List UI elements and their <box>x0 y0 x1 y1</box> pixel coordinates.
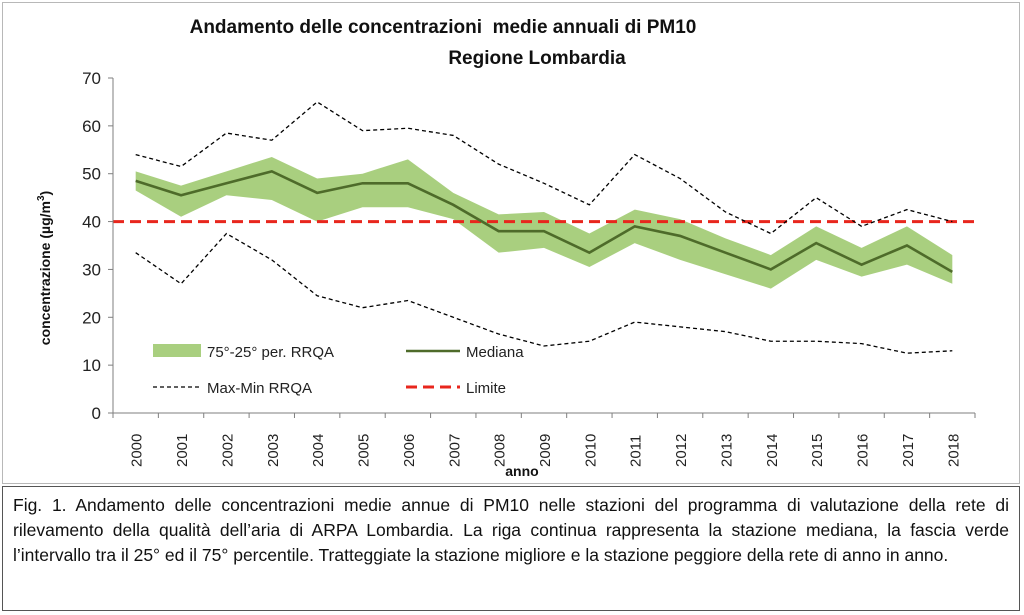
x-tick-label: 2002 <box>219 434 236 467</box>
y-axis-label-sup: 3 <box>36 195 47 201</box>
y-axis-label: concentrazione (µg/m3) <box>36 191 53 345</box>
x-axis-label: anno <box>505 463 538 479</box>
median-series-line <box>135 169 953 273</box>
y-axis-label-text: concentrazione (µg/m <box>37 201 53 345</box>
x-tick-label: 2013 <box>718 434 735 467</box>
pm10-chart: Andamento delle concentrazioni medie ann… <box>36 17 976 479</box>
y-tick-label: 70 <box>82 69 101 88</box>
x-tick-label: 2003 <box>265 434 282 467</box>
y-tick-label: 30 <box>82 260 101 279</box>
x-tick-label: 2005 <box>356 434 373 467</box>
min-series-line <box>135 232 953 354</box>
y-tick-label: 20 <box>82 308 101 327</box>
legend-label-median: Mediana <box>466 344 524 361</box>
max-series-line <box>135 101 953 235</box>
y-tick-label: 10 <box>82 356 101 375</box>
x-tick-label: 2018 <box>945 434 962 467</box>
legend-swatch-band <box>153 344 201 357</box>
chart-frame: Andamento delle concentrazioni medie ann… <box>2 2 1020 484</box>
y-tick-label: 50 <box>82 165 101 184</box>
legend-label-band: 75°-25° per. RRQA <box>207 344 334 361</box>
x-tick-label: 2011 <box>628 435 645 467</box>
x-tick-label: 2001 <box>174 434 191 467</box>
x-tick-label: 2010 <box>582 434 599 467</box>
x-tick-label: 2004 <box>310 434 327 467</box>
x-tick-label: 2017 <box>900 434 917 467</box>
x-tick-label: 2009 <box>537 434 554 467</box>
x-tick-label: 2015 <box>809 434 826 467</box>
x-tick-label: 2014 <box>764 434 781 467</box>
legend-label-limit: Limite <box>466 380 506 397</box>
y-tick-label: 60 <box>82 117 101 136</box>
figure-caption: Fig. 1. Andamento delle concentrazioni m… <box>2 486 1020 611</box>
plot-area: 0 10 20 30 40 50 60 70 2000 2001 2002 2003 2004 2005 2… <box>82 69 976 467</box>
x-tick-label: 2008 <box>492 434 509 467</box>
y-axis-label-close: ) <box>37 191 53 196</box>
x-tick-label: 2006 <box>401 434 418 467</box>
chart-title: Andamento delle concentrazioni medie ann… <box>190 17 697 38</box>
y-tick-label: 40 <box>82 213 101 232</box>
x-tick-label: 2000 <box>129 434 146 467</box>
legend-label-maxmin: Max-Min RRQA <box>207 380 312 397</box>
x-tick-label: 2012 <box>673 434 690 467</box>
chart-subtitle: Regione Lombardia <box>448 48 626 69</box>
x-tick-label: 2007 <box>446 434 463 467</box>
legend: 75°-25° per. RRQA Mediana Max-Min RRQA Limi… <box>153 344 524 397</box>
x-tick-label: 2016 <box>855 434 872 467</box>
y-tick-label: 0 <box>92 404 101 423</box>
